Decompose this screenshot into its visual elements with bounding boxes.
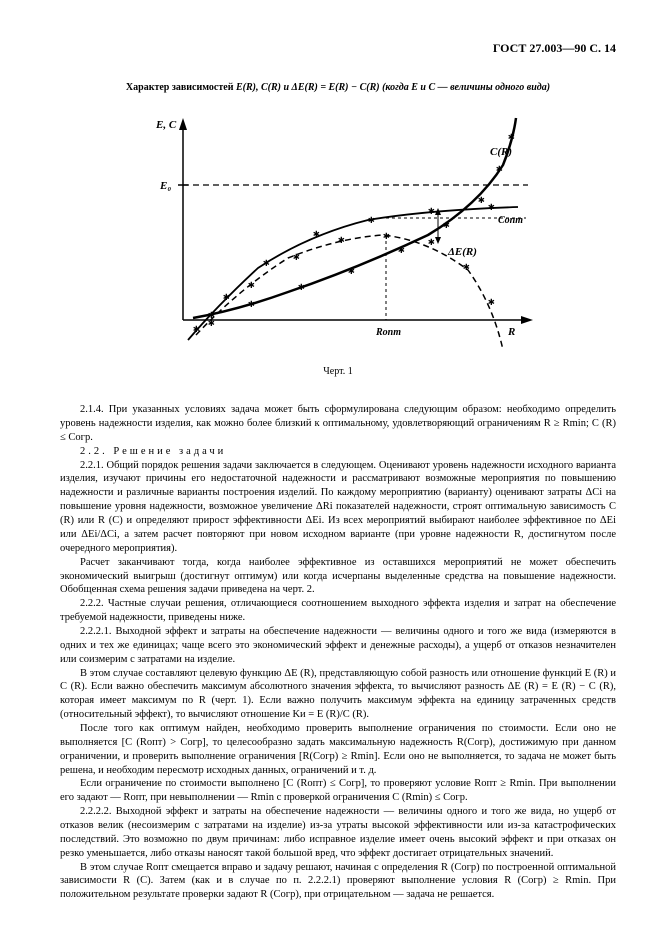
- svg-text:✱: ✱: [508, 130, 515, 143]
- svg-text:✱: ✱: [496, 162, 503, 175]
- chart-title: Характер зависимостей E(R), C(R) и ΔE(R)…: [60, 81, 616, 95]
- svg-text:✱: ✱: [488, 295, 495, 308]
- svg-text:✱: ✱: [348, 264, 355, 277]
- svg-text:✱: ✱: [248, 297, 255, 310]
- para-2-2-2: 2.2.2. Частные случаи решения, отличающи…: [60, 597, 616, 625]
- svg-text:✱: ✱: [313, 227, 320, 240]
- svg-text:✱: ✱: [338, 233, 345, 246]
- deltaer-markers: ✱ ✱ ✱ ✱ ✱ ✱ ✱ ✱: [208, 229, 495, 329]
- y-axis-label: E, C: [155, 119, 177, 131]
- ropt-label: Rопт: [375, 327, 401, 338]
- svg-text:✱: ✱: [248, 278, 255, 291]
- para-2-2-2-2: 2.2.2.2. Выходной эффект и затраты на об…: [60, 805, 616, 860]
- para-after-opt: После того как оптимум найден, необходим…: [60, 722, 616, 777]
- chart-caption: Черт. 1: [60, 365, 616, 379]
- svg-text:✱: ✱: [368, 213, 375, 226]
- svg-text:✱: ✱: [193, 322, 200, 335]
- er-curve: [193, 118, 516, 318]
- svg-text:✱: ✱: [428, 204, 435, 217]
- svg-text:✱: ✱: [208, 316, 215, 329]
- x-axis-label: R: [507, 326, 515, 338]
- svg-text:✱: ✱: [293, 250, 300, 263]
- y-axis-arrow: [179, 118, 187, 130]
- chart-title-formula: E(R), C(R) и ΔE(R) = E(R) − C(R) (когда …: [236, 82, 550, 93]
- svg-text:✱: ✱: [398, 243, 405, 256]
- chart-title-prefix: Характер зависимостей: [126, 82, 236, 93]
- para-2-2-2-1: 2.2.2.1. Выходной эффект и затраты на об…: [60, 625, 616, 667]
- chart-container: ✱ ✱ ✱ ✱ ✱ ✱ ✱ ✱ ✱ ✱ ✱ ✱ ✱ ✱ ✱ ✱ ✱ ✱ ✱ ✱ …: [138, 110, 538, 355]
- para-target-fn: В этом случае составляют целевую функцию…: [60, 667, 616, 722]
- para-2-1-4: 2.1.4. При указанных условиях задача мож…: [60, 403, 616, 445]
- chart-svg: ✱ ✱ ✱ ✱ ✱ ✱ ✱ ✱ ✱ ✱ ✱ ✱ ✱ ✱ ✱ ✱ ✱ ✱ ✱ ✱ …: [138, 110, 538, 355]
- svg-text:✱: ✱: [443, 218, 450, 231]
- para-if-cost: Если ограничение по стоимости выполнено …: [60, 777, 616, 805]
- svg-text:✱: ✱: [298, 280, 305, 293]
- para-ropt-shift: В этом случае Rопт смещается вправо и за…: [60, 861, 616, 903]
- svg-text:✱: ✱: [488, 200, 495, 213]
- deltaer-label: ΔE(R): [447, 246, 477, 258]
- body-text: 2.1.4. При указанных условиях задача мож…: [60, 403, 616, 902]
- er-markers: ✱ ✱ ✱ ✱ ✱ ✱ ✱ ✱ ✱: [208, 130, 515, 321]
- delta-arrow-down: [435, 237, 441, 244]
- svg-text:✱: ✱: [263, 256, 270, 269]
- page-header: ГОСТ 27.003—90 С. 14: [60, 40, 616, 56]
- x-axis-arrow: [521, 316, 533, 324]
- svg-text:✱: ✱: [478, 193, 485, 206]
- svg-text:✱: ✱: [428, 235, 435, 248]
- para-2-2: 2.2. Решение задачи: [60, 445, 616, 459]
- svg-text:✱: ✱: [223, 290, 230, 303]
- copt-label: Cопт: [498, 215, 523, 226]
- cr-label: C(R): [490, 146, 512, 158]
- para-calc-end: Расчет заканчивают тогда, когда наиболее…: [60, 556, 616, 598]
- para-2-2-1: 2.2.1. Общий порядок решения задачи закл…: [60, 459, 616, 556]
- svg-text:✱: ✱: [463, 260, 470, 273]
- p2-title: Решение задачи: [113, 446, 226, 457]
- p2-num: 2.2.: [80, 446, 113, 457]
- e0-label: E₀: [159, 180, 171, 192]
